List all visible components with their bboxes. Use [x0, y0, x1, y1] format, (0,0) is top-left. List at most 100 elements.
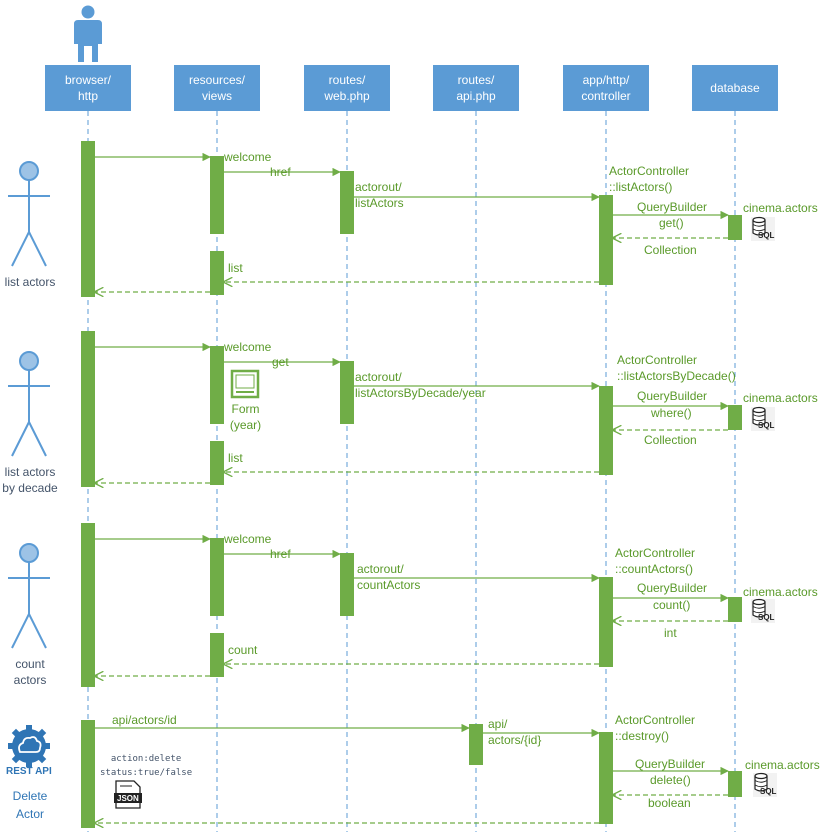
stick-figure-icon	[8, 161, 50, 267]
json-response-note: action:delete status:true/false	[100, 754, 193, 778]
query-builder-label: QueryBuilder	[637, 200, 708, 214]
message-arrows	[95, 152, 729, 823]
db-cylinder-rings	[754, 780, 768, 788]
query-method-label: delete()	[650, 773, 691, 787]
table-label: cinema.actors	[743, 391, 818, 405]
rest-api-label: REST API	[6, 766, 52, 777]
header-web: routes/ web.php	[304, 65, 390, 111]
database-sql-icon	[751, 406, 775, 431]
db-cylinder-rings	[752, 606, 766, 614]
activation-bar	[81, 523, 95, 687]
header-web-label: routes/ web.php	[324, 73, 370, 103]
db-cylinder-top	[754, 772, 768, 780]
user-icon	[74, 5, 102, 62]
db-cylinder-rings	[752, 414, 766, 422]
actor-label: count actors	[13, 657, 47, 687]
message-label: href	[270, 165, 291, 179]
message-label: href	[270, 547, 291, 561]
return-label: list	[228, 261, 243, 275]
activation-bar	[210, 156, 224, 234]
activation-bar	[81, 141, 95, 297]
header-browser: browser/ http	[45, 65, 131, 111]
sql-label: SQL	[760, 787, 777, 796]
message-label: api/actors/id	[112, 713, 177, 727]
db-cylinder-body	[754, 776, 768, 792]
result-label: boolean	[648, 796, 691, 810]
db-cylinder-body	[752, 602, 766, 618]
return-label: count	[228, 643, 258, 657]
activation-bar	[210, 346, 224, 424]
query-method-label: where()	[651, 406, 692, 420]
activation-bar	[81, 331, 95, 487]
header-database: database	[692, 65, 778, 111]
activation-bar	[210, 441, 224, 485]
activation-bar	[599, 732, 613, 824]
header-views: resources/ views	[174, 65, 260, 111]
activation-bar	[210, 251, 224, 295]
sql-label: SQL	[758, 613, 775, 622]
database-sql-icon	[753, 772, 777, 797]
sql-label: SQL	[758, 421, 775, 430]
activation-bar	[210, 538, 224, 616]
controller-method-label: ActorController ::listActorsByDecade()	[617, 353, 736, 383]
header-controller-label: app/http/ controller	[581, 73, 631, 103]
actor-label: list actors by decade	[2, 465, 58, 495]
actor-label: list actors	[4, 275, 56, 289]
form-icon	[230, 369, 260, 399]
message-label: actorout/ listActorsByDecade/year	[355, 370, 486, 400]
db-cylinder-top	[752, 406, 766, 414]
json-label: JSON	[117, 794, 139, 803]
activation-bar	[469, 724, 483, 765]
form-label: Form (year)	[229, 402, 262, 432]
db-cylinder-top	[752, 216, 766, 224]
db-cylinder-body	[752, 220, 766, 236]
activation-bars	[81, 141, 742, 828]
header-database-label: database	[710, 81, 760, 95]
db-cylinder-body	[752, 410, 766, 426]
result-label: int	[664, 626, 677, 640]
result-label: Collection	[644, 433, 697, 447]
db-cylinder-rings	[752, 224, 766, 232]
header-api: routes/ api.php	[433, 65, 519, 111]
activation-bar	[210, 633, 224, 677]
database-sql-icon	[751, 598, 775, 623]
database-sql-icon	[751, 216, 775, 241]
header-api-label: routes/ api.php	[456, 73, 496, 103]
query-method-label: get()	[659, 216, 684, 230]
activation-bar	[728, 215, 742, 240]
message-label: welcome	[224, 532, 272, 546]
activation-bar	[340, 361, 354, 424]
query-method-label: count()	[653, 598, 691, 612]
activation-bar	[599, 386, 613, 475]
controller-method-label: ActorController ::listActors()	[609, 164, 690, 194]
result-label: Collection	[644, 243, 697, 257]
rest-api-gear-icon	[8, 725, 50, 767]
table-label: cinema.actors	[743, 585, 818, 599]
message-label: actorout/ listActors	[355, 180, 404, 210]
header-views-label: resources/ views	[188, 73, 246, 103]
message-label: welcome	[224, 340, 272, 354]
table-label: cinema.actors	[745, 758, 820, 772]
activation-bar	[81, 720, 95, 828]
activation-bar	[728, 771, 742, 797]
message-label: actorout/ countActors	[357, 562, 421, 592]
message-label: welcome	[224, 150, 272, 164]
activation-bar	[340, 171, 354, 234]
header-controller: app/http/ controller	[563, 65, 649, 111]
query-builder-label: QueryBuilder	[637, 581, 708, 595]
json-file-icon	[114, 780, 142, 809]
activation-bar	[340, 553, 354, 616]
api-route-label: api/ actors/{id}	[488, 717, 542, 747]
query-builder-label: QueryBuilder	[637, 389, 708, 403]
controller-method-label: ActorController ::countActors()	[615, 546, 696, 576]
message-label: get	[272, 355, 289, 369]
sql-label: SQL	[758, 231, 775, 240]
db-cylinder-top	[752, 598, 766, 606]
activation-bar	[599, 577, 613, 667]
activation-bar	[599, 195, 613, 285]
activation-bar	[728, 597, 742, 622]
database-icons	[751, 216, 777, 797]
return-label: list	[228, 451, 243, 465]
query-builder-label: QueryBuilder	[635, 757, 706, 771]
